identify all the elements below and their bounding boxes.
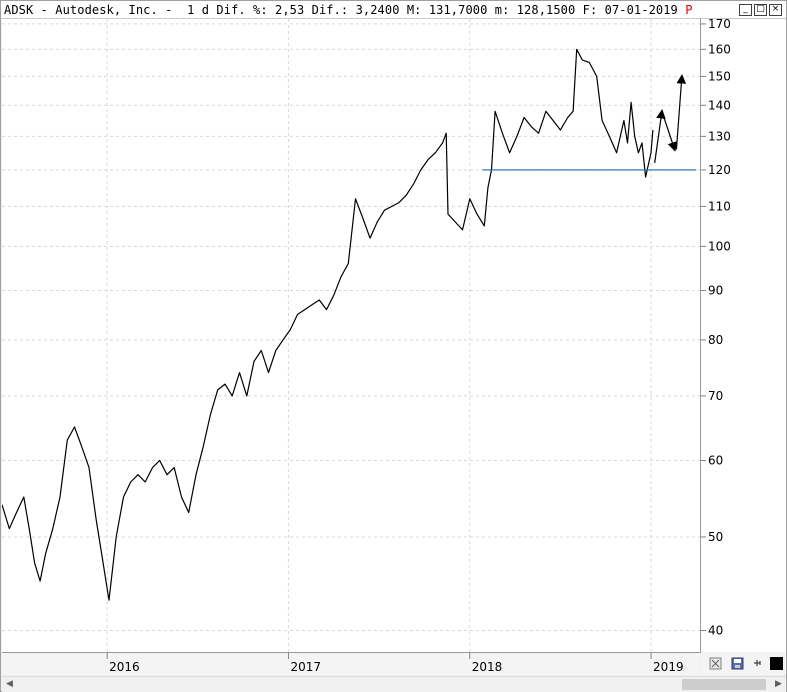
scroll-thumb[interactable] <box>682 679 766 690</box>
y-tick-label: 140 <box>708 98 731 112</box>
price-flag: P <box>685 3 693 17</box>
x-tick-label: 2019 <box>653 660 684 674</box>
horizontal-scrollbar[interactable]: ◀ ▶ <box>2 676 786 692</box>
y-tick-label: 150 <box>708 69 731 83</box>
x-axis: 2016 2017 2018 2019 <box>2 653 700 675</box>
quote-summary: ADSK - Autodesk, Inc. - 1 d Dif. %: 2,53… <box>4 3 686 17</box>
drawn-arrow[interactable] <box>675 73 687 150</box>
y-tick-label: 160 <box>708 42 731 56</box>
price-chart[interactable] <box>1 19 700 652</box>
window-controls: _ □ × <box>739 4 782 16</box>
y-tick-label: 40 <box>708 623 723 637</box>
save-icon[interactable] <box>731 657 744 670</box>
x-tick-label: 2018 <box>472 660 503 674</box>
chart-settings-icon[interactable] <box>709 657 722 670</box>
pin-icon[interactable] <box>751 657 764 670</box>
y-tick-label: 50 <box>708 530 723 544</box>
drawn-arrow[interactable] <box>654 108 666 164</box>
x-tick-label: 2016 <box>109 660 140 674</box>
y-axis-labels: 40 50 60 70 80 90 100 110 120 130 140 150 160 170 <box>701 17 731 637</box>
y-axis: 40 50 60 70 80 90 100 110 120 130 140 150 160 170 <box>701 17 786 652</box>
y-tick-label: 170 <box>708 19 731 31</box>
price-series-line <box>1 48 654 601</box>
y-tick-label: 70 <box>708 389 723 403</box>
y-tick-label: 80 <box>708 333 723 347</box>
y-tick-label: 90 <box>708 284 723 298</box>
scroll-right-icon[interactable]: ▶ <box>775 679 782 689</box>
y-tick-label: 110 <box>708 199 731 213</box>
plot-area[interactable] <box>1 19 701 653</box>
x-tick-label: 2017 <box>290 660 321 674</box>
minimize-button[interactable]: _ <box>739 4 752 16</box>
chart-toolbar <box>701 653 786 675</box>
color-square-icon[interactable] <box>770 657 783 670</box>
x-axis-labels: 2016 2017 2018 2019 <box>106 653 684 674</box>
scroll-left-icon[interactable]: ◀ <box>6 679 13 689</box>
chart-title-bar-text: ADSK - Autodesk, Inc. - 1 d Dif. %: 2,53… <box>4 3 693 17</box>
maximize-button[interactable]: □ <box>754 4 767 16</box>
y-tick-label: 120 <box>708 163 731 177</box>
y-tick-label: 130 <box>708 129 731 143</box>
title-bar: ADSK - Autodesk, Inc. - 1 d Dif. %: 2,53… <box>1 1 786 19</box>
drawn-arrow[interactable] <box>661 111 677 152</box>
y-tick-label: 60 <box>708 454 723 468</box>
y-tick-label: 100 <box>708 239 731 253</box>
close-button[interactable]: × <box>769 4 782 16</box>
